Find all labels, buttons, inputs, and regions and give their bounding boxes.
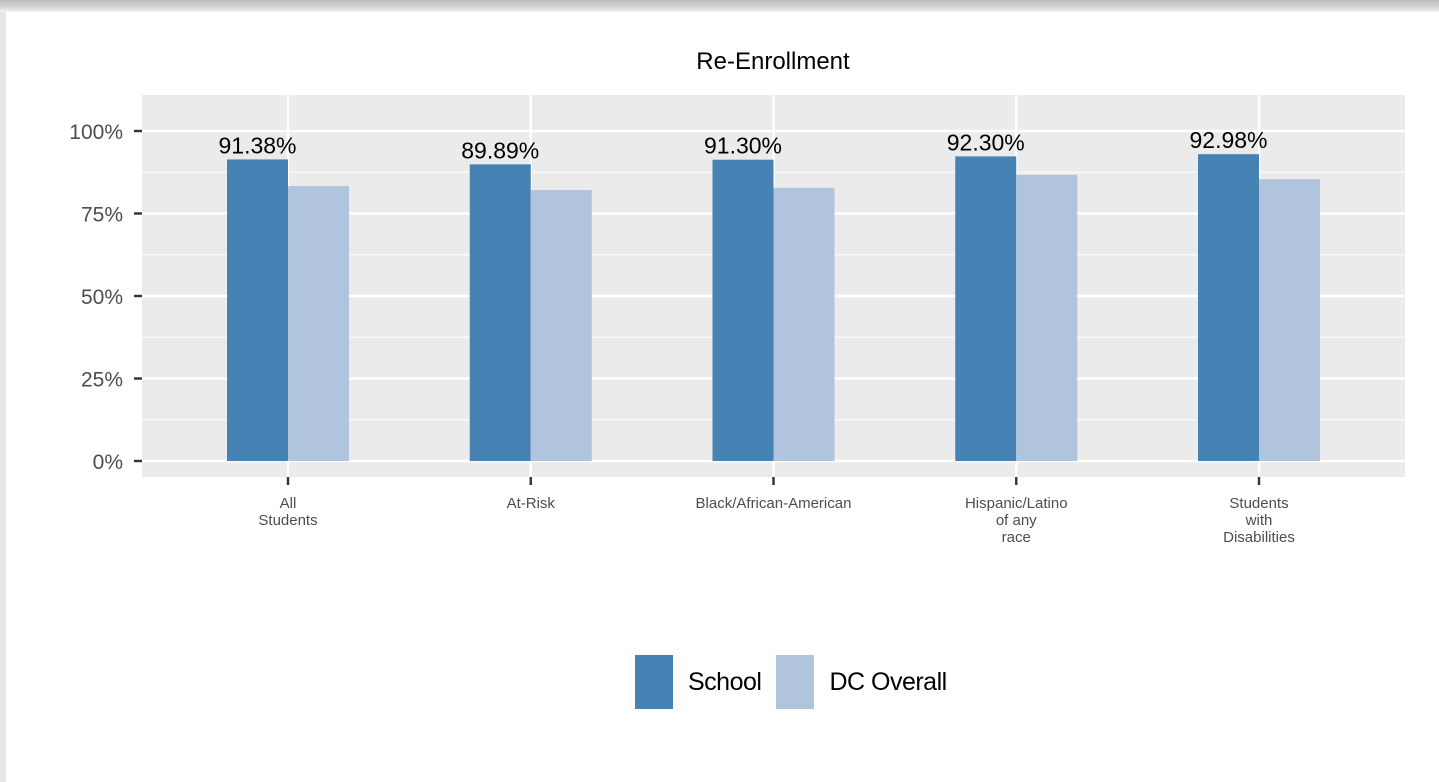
bar-school	[955, 156, 1017, 461]
legend: School DC Overall	[634, 654, 961, 710]
data-labels: 91.38% 89.89% 91.30% 92.30% 92.98%	[218, 127, 1267, 163]
x-tick-label: Black/African-American	[696, 495, 852, 512]
x-tick-label: Hispanic/Latino of any race	[965, 495, 1068, 546]
bar-dc-overall	[1259, 179, 1320, 461]
legend-swatch-school	[634, 654, 674, 710]
y-tick-label: 100%	[69, 121, 123, 144]
y-tick-label: 0%	[93, 451, 123, 474]
y-tick-label: 75%	[81, 204, 123, 227]
y-tick-label: 25%	[81, 369, 123, 392]
bar-dc-overall	[1016, 174, 1078, 461]
x-axis: All Students At-Risk Black/African-American…	[258, 477, 1295, 546]
chart-title: Re-Enrollment	[696, 48, 850, 75]
legend-item-school: School	[634, 654, 762, 710]
legend-label-school: School	[688, 667, 762, 696]
window-left-edge	[0, 12, 6, 782]
x-tick-label: At-Risk	[507, 495, 556, 512]
x-tick-label: All Students	[258, 495, 317, 529]
bar-dc-overall	[773, 187, 835, 461]
bar-school	[1198, 154, 1259, 461]
bars	[227, 154, 1320, 462]
bar-dc-overall	[288, 186, 349, 462]
bar-school	[469, 164, 531, 461]
window-top-shadow	[0, 0, 1439, 12]
bar-school	[227, 159, 288, 462]
data-label: 91.30%	[704, 133, 782, 159]
legend-label-dc-overall: DC Overall	[829, 667, 947, 696]
bar-dc-overall	[530, 190, 592, 461]
legend-item-dc-overall: DC Overall	[775, 654, 947, 710]
data-label: 91.38%	[218, 132, 296, 158]
legend-swatch-dc-overall	[775, 654, 816, 710]
data-label: 92.98%	[1189, 127, 1267, 153]
x-tick-label: Students with Disabilities	[1223, 495, 1295, 546]
bar-school	[712, 159, 774, 461]
data-label: 89.89%	[461, 137, 539, 163]
y-tick-label: 50%	[81, 286, 123, 309]
data-label: 92.30%	[947, 129, 1025, 155]
y-axis: 0% 25% 50% 75% 100%	[69, 121, 142, 474]
